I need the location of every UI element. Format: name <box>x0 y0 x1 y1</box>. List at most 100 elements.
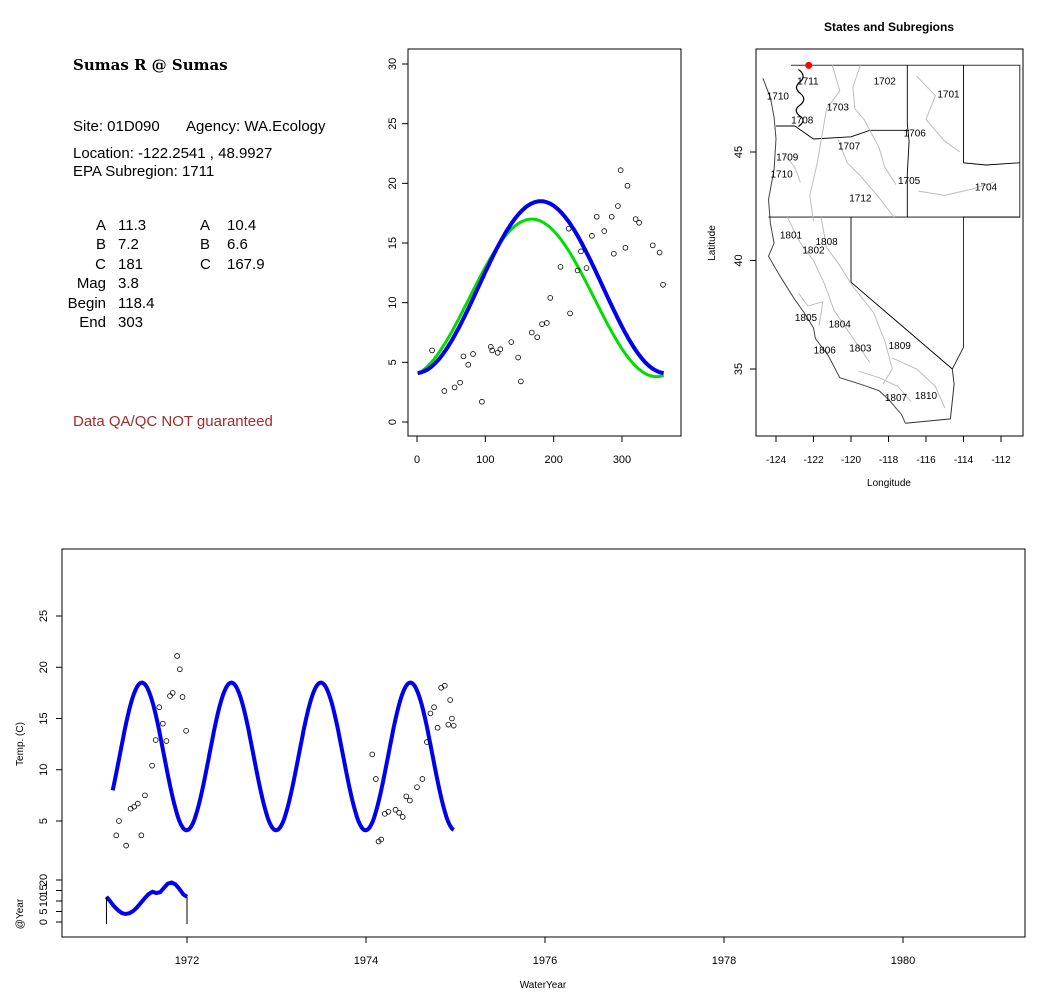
timeseries-point <box>131 803 137 810</box>
seasonal-point <box>487 344 494 350</box>
seasonal-point <box>636 219 642 226</box>
seasonal-y-tick-label: 5 <box>387 359 399 365</box>
seasonal-y-tick-label: 25 <box>387 118 399 130</box>
seasonal-y-tick-label: 30 <box>387 58 399 70</box>
timeseries-point <box>177 666 183 673</box>
seasonal-y-tick-label: 15 <box>387 237 399 249</box>
subregion-label: EPA Subregion: 1711 <box>73 163 215 180</box>
site-marker <box>805 61 813 69</box>
seasonal-point <box>547 295 554 301</box>
seasonal-point <box>574 267 581 274</box>
timeseries-x-tick-label: 1972 <box>175 955 199 967</box>
seasonal-point <box>583 265 590 271</box>
region-label: 1807 <box>885 393 908 404</box>
timeseries-y-tick-label: 15 <box>38 712 50 724</box>
seasonal-point <box>465 361 472 368</box>
timeseries-point <box>163 738 170 744</box>
annual-y-tick-label: 20 <box>38 874 50 886</box>
seasonal-point <box>534 334 541 341</box>
annual-y-tick-label: 5 <box>38 908 50 914</box>
seasonal-x-tick-label: 100 <box>476 454 494 466</box>
timeseries-point <box>160 720 166 727</box>
puget-sound-shoreline <box>795 69 805 128</box>
state-border <box>850 217 953 370</box>
seasonal-point <box>457 379 463 386</box>
region-label: 1705 <box>898 176 921 187</box>
param-value: 3.8 <box>118 275 139 293</box>
timeseries-y-tick-label: 5 <box>38 818 50 824</box>
seasonal-point <box>567 310 573 317</box>
region-label: 1706 <box>904 128 927 139</box>
timeseries-point <box>445 721 452 728</box>
region-label: 1806 <box>814 345 837 356</box>
timeseries-point <box>407 797 413 804</box>
seasonal-point <box>649 242 656 249</box>
param-value: 303 <box>118 313 144 331</box>
timeseries-point <box>369 751 376 758</box>
state-border <box>963 65 1020 166</box>
qa-note: Data QA/QC NOT guaranteed <box>73 413 273 430</box>
region-label: 1710 <box>767 92 790 103</box>
timeseries-point <box>449 715 455 722</box>
seasonal-point <box>441 388 448 394</box>
map-regions: 1711 1702 1701 1710 1703 1708 1706 1707 1709 1710… <box>762 64 1021 424</box>
seasonal-point <box>494 349 501 356</box>
seasonal-point <box>656 249 663 256</box>
timeseries-point <box>138 832 145 839</box>
region-label: 1810 <box>915 391 938 402</box>
param-value-2: 10.4 <box>227 217 257 234</box>
timeseries-point <box>169 690 176 696</box>
map-title: States and Subregions <box>824 20 954 34</box>
timeseries-point <box>116 818 122 824</box>
timeseries-y-tick-label: 10 <box>38 764 50 776</box>
seasonal-point <box>608 213 615 220</box>
timeseries-y-tick-label: 25 <box>38 610 50 622</box>
agency-label: Agency: WA.Ecology <box>186 118 326 135</box>
subregion-border <box>892 357 946 409</box>
region-label: 1702 <box>874 76 897 87</box>
seasonal-blue-fit-line <box>417 199 664 375</box>
param-label-2: C <box>200 255 211 273</box>
timeseries-point <box>441 682 448 689</box>
region-label: 1707 <box>838 141 861 152</box>
region-label: 1710 <box>771 170 794 181</box>
timeseries-point <box>142 792 148 799</box>
param-label: B <box>95 236 106 254</box>
seasonal-x-tick-label: 0 <box>414 454 420 466</box>
param-value-2: 167.9 <box>227 255 265 273</box>
seasonal-point <box>617 167 624 174</box>
param-value: 118.4 <box>118 294 155 312</box>
subregion-border <box>837 138 895 218</box>
map-y-tick-label: 35 <box>733 363 745 375</box>
seasonal-point <box>539 321 545 327</box>
annual-y-axis-label: @Year <box>15 898 26 929</box>
seasonal-point <box>622 244 629 251</box>
timeseries-point <box>378 836 385 843</box>
timeseries-point <box>174 653 180 659</box>
seasonal-point <box>578 248 584 255</box>
timeseries-point <box>396 809 402 816</box>
seasonal-point <box>497 346 504 353</box>
timeseries-x-axis-label: WaterYear <box>520 980 567 991</box>
seasonal-point <box>565 225 572 232</box>
param-label: A <box>95 217 106 234</box>
seasonal-point <box>451 384 458 391</box>
region-label: 1808 <box>816 237 839 248</box>
region-label: 1704 <box>975 183 998 194</box>
subregion-border <box>918 181 994 196</box>
timeseries-point <box>427 710 434 717</box>
seasonal-point <box>544 320 550 326</box>
timeseries-point <box>434 724 441 731</box>
timeseries-point <box>167 693 173 699</box>
subregion-border <box>783 153 801 183</box>
timeseries-point <box>149 762 155 769</box>
map-x-tick-label: -116 <box>916 455 936 466</box>
region-label: 1701 <box>937 89 960 100</box>
timeseries-point <box>447 697 453 703</box>
region-label: 1801 <box>780 230 803 241</box>
timeseries-point <box>152 737 159 743</box>
timeseries-point <box>392 806 399 813</box>
param-label-2: B <box>200 236 211 254</box>
timeseries-point <box>399 814 406 820</box>
